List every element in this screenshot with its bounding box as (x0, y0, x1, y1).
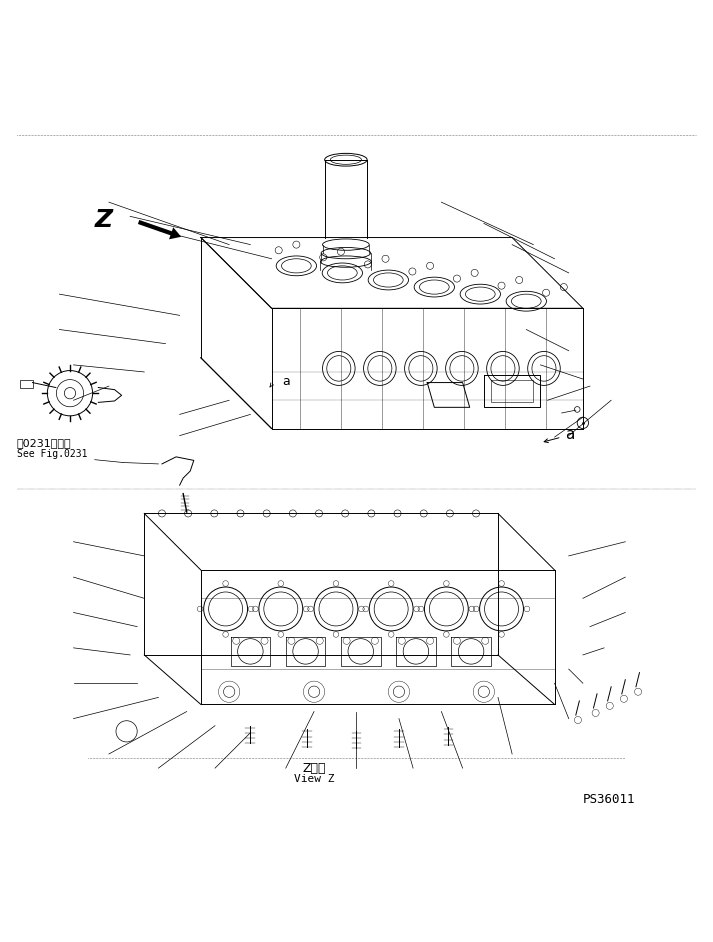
Text: PS36011: PS36011 (583, 793, 635, 806)
Text: Z: Z (95, 208, 113, 232)
Text: View Z: View Z (294, 774, 334, 785)
FancyArrow shape (138, 220, 181, 239)
Bar (21, 381, 34, 387)
Text: See Fig.0231: See Fig.0231 (17, 448, 88, 459)
Text: Z　視: Z 視 (302, 762, 326, 774)
Text: a: a (565, 427, 575, 442)
Text: a: a (282, 375, 290, 388)
Text: 第0231図参照: 第0231図参照 (17, 438, 71, 448)
